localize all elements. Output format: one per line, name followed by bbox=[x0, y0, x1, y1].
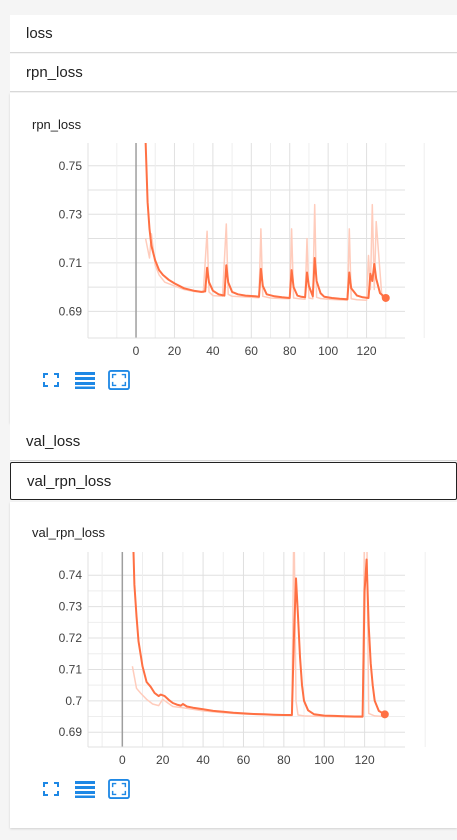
section-title: val_rpn_loss bbox=[27, 472, 112, 490]
x-tick-label: 80 bbox=[283, 344, 297, 358]
x-tick-label: 20 bbox=[156, 753, 170, 767]
series-line-raw bbox=[131, 552, 385, 718]
section-title: rpn_loss bbox=[26, 64, 83, 81]
x-tick-label: 80 bbox=[277, 753, 291, 767]
x-tick-label: 40 bbox=[206, 344, 220, 358]
chart-title: rpn_loss bbox=[32, 117, 82, 132]
y-tick-label: 0.75 bbox=[59, 159, 83, 173]
section-header-val-loss[interactable]: val_loss bbox=[10, 423, 457, 461]
x-tick-label: 40 bbox=[196, 753, 210, 767]
y-tick-label: 0.7 bbox=[65, 694, 82, 708]
plot-area bbox=[131, 552, 386, 718]
chart-card-val-rpn-loss: val_rpn_loss 0.69 0.7 0.71 0.72 0.73 0.74 0 20 4… bbox=[10, 502, 457, 828]
x-tick-label: 60 bbox=[237, 753, 251, 767]
series-end-point bbox=[381, 293, 390, 302]
section-header-loss[interactable]: loss bbox=[10, 15, 457, 53]
val-rpn-loss-chart[interactable]: 0.69 0.7 0.71 0.72 0.73 0.74 0 20 40 60 80 100 120 bbox=[10, 542, 457, 782]
y-tick-label: 0.69 bbox=[59, 725, 83, 739]
y-tick-label: 0.73 bbox=[59, 600, 83, 614]
rpn-loss-chart[interactable]: 0.69 0.71 0.73 0.75 0 20 40 60 80 100 120 bbox=[10, 133, 457, 373]
fit-domain-icon[interactable] bbox=[40, 779, 62, 799]
fit-domain-icon[interactable] bbox=[40, 370, 62, 390]
series-end-point bbox=[380, 710, 389, 719]
chart-title: val_rpn_loss bbox=[32, 525, 105, 540]
y-tick-label: 0.72 bbox=[59, 631, 83, 645]
x-tick-label: 100 bbox=[318, 344, 338, 358]
x-tick-label: 120 bbox=[355, 753, 375, 767]
y-tick-label: 0.71 bbox=[59, 662, 83, 676]
series-line-smoothed bbox=[144, 143, 387, 301]
y-tick-label: 0.69 bbox=[59, 304, 83, 318]
x-tick-label: 100 bbox=[314, 753, 334, 767]
x-tick-label: 0 bbox=[133, 344, 140, 358]
fit-data-icon[interactable] bbox=[108, 370, 130, 390]
toggle-log-scale-icon[interactable] bbox=[74, 370, 96, 390]
x-tick-label: 20 bbox=[168, 344, 182, 358]
section-header-rpn-loss[interactable]: rpn_loss bbox=[10, 54, 457, 92]
x-tick-label: 120 bbox=[357, 344, 377, 358]
section-header-val-rpn-loss[interactable]: val_rpn_loss bbox=[10, 462, 457, 500]
y-tick-label: 0.74 bbox=[59, 568, 83, 582]
series-line-raw bbox=[144, 203, 387, 301]
toggle-log-scale-icon[interactable] bbox=[74, 779, 96, 799]
y-tick-label: 0.71 bbox=[59, 256, 83, 270]
x-tick-label: 60 bbox=[245, 344, 259, 358]
fit-data-icon[interactable] bbox=[108, 779, 130, 799]
x-tick-label: 0 bbox=[119, 753, 126, 767]
series-line-smoothed bbox=[132, 552, 386, 718]
chart-card-rpn-loss: rpn_loss 0.69 0.71 0.73 0.75 0 20 40 60 80 100 120 bbox=[10, 93, 457, 423]
y-tick-label: 0.73 bbox=[59, 207, 83, 221]
section-title: loss bbox=[26, 25, 53, 42]
plot-area bbox=[144, 143, 387, 301]
section-title: val_loss bbox=[26, 433, 81, 450]
